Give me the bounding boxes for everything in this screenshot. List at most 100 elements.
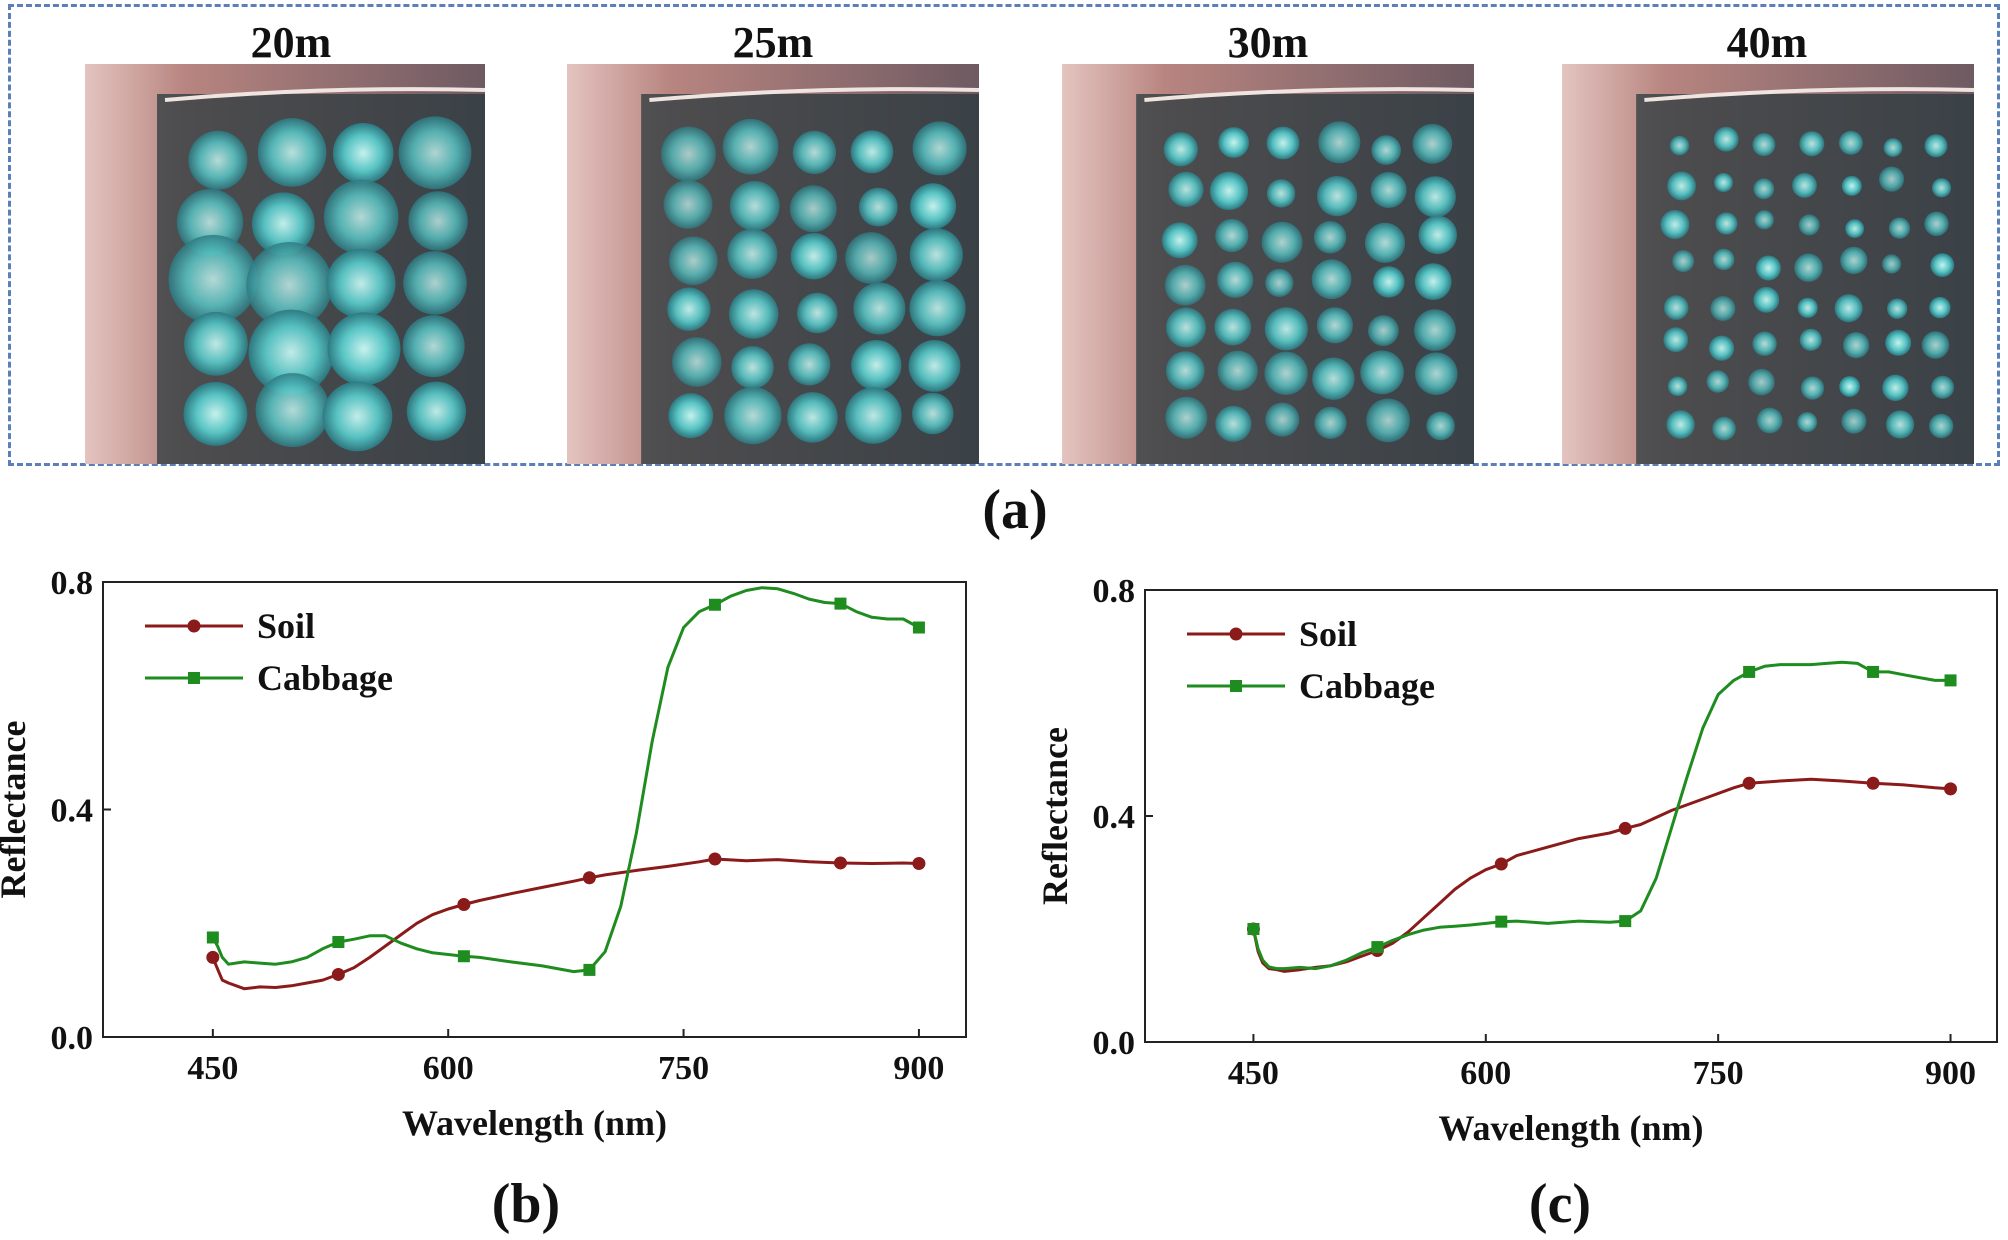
aerial-image-40m <box>1562 64 1974 464</box>
cabbage-plant <box>1924 134 1948 158</box>
cabbage-plant <box>912 121 967 176</box>
cabbage-plant <box>1921 331 1950 359</box>
y-axis-label: Reflectance <box>1035 727 1075 905</box>
legend-label-soil: Soil <box>1299 614 1357 654</box>
cabbage-plant <box>909 280 966 337</box>
cabbage-plant <box>663 180 713 229</box>
cabbage-plant <box>1373 266 1405 298</box>
cabbage-plant <box>322 381 393 452</box>
cabbage-plant <box>1667 171 1696 201</box>
altitude-label-30m: 30m <box>1227 18 1309 67</box>
image-panel: 20m 25m 30m 40m <box>8 4 2000 466</box>
cabbage-plant <box>1264 307 1308 351</box>
data-point-cabbage <box>1619 915 1632 928</box>
cabbage-plant <box>1317 176 1358 217</box>
reflectance-chart-c: 450 600 750 900 0.0 0.4 0.8 Wavelength (nm) Refl… <box>1035 573 1998 1148</box>
field-edge-line <box>1644 87 1974 102</box>
cabbage-plant <box>1834 294 1863 323</box>
cabbage-plant <box>403 251 467 315</box>
data-point-cabbage <box>708 598 721 611</box>
data-point-soil <box>1494 857 1508 871</box>
cabbage-plant <box>908 340 961 392</box>
cabbage-plant <box>1887 298 1908 319</box>
cabbage-plant <box>729 289 779 339</box>
cabbage-plant <box>1316 307 1353 344</box>
cabbage-plant <box>1663 327 1689 353</box>
cabbage-plant <box>1931 375 1955 399</box>
cabbage-plant <box>1217 350 1258 391</box>
cabbage-plant <box>1841 408 1867 434</box>
cabbage-plant <box>1709 335 1735 361</box>
cabbage-plant <box>1714 173 1733 192</box>
cabbage-plant <box>1163 132 1198 167</box>
cabbage-plant <box>1264 351 1308 395</box>
data-point-cabbage <box>1371 941 1384 954</box>
cabbage-plant <box>1931 178 1952 198</box>
cabbage-plant <box>1879 166 1905 192</box>
cabbage-plant <box>1318 121 1361 164</box>
legend-label-cabbage: Cabbage <box>1299 666 1435 706</box>
cabbage-plant <box>1209 171 1249 211</box>
data-point-cabbage <box>834 597 847 610</box>
y-tick-label: 0.8 <box>1093 573 1136 610</box>
cabbage-plant <box>1798 214 1820 236</box>
cabbage-plant <box>1414 263 1452 300</box>
legend-label-soil: Soil <box>257 606 315 646</box>
cabbage-plant <box>845 232 897 284</box>
cabbage-plant <box>1168 171 1204 207</box>
cabbage-plant <box>1218 127 1250 158</box>
cabbage-plant <box>248 309 334 395</box>
cabbage-plant <box>1165 351 1205 390</box>
plot-frame <box>102 581 967 1038</box>
data-point-soil <box>582 871 596 885</box>
cabbage-plant <box>327 312 401 386</box>
cabbage-plant <box>1843 332 1870 359</box>
data-point-cabbage <box>332 936 345 949</box>
cabbage-plant <box>1845 219 1865 239</box>
data-point-soil <box>912 857 926 871</box>
cabbage-plant <box>909 228 963 282</box>
plot-frame <box>1144 589 1998 1043</box>
reflectance-chart-b: 450 600 750 900 0.0 0.4 0.8 Wavelength (nm) Refl… <box>0 565 967 1143</box>
cabbage-plant <box>398 116 472 190</box>
cabbage-plant <box>1888 217 1911 239</box>
field-edge-line <box>649 87 979 102</box>
cabbage-plant <box>1799 131 1825 157</box>
cabbage-plant <box>251 192 315 256</box>
cabbage-plant <box>332 123 394 184</box>
cabbage-plant <box>183 382 248 446</box>
cabbage-plant <box>1370 172 1407 208</box>
cabbage-plant <box>788 343 831 386</box>
cabbage-plant <box>1748 368 1775 396</box>
legend-marker-cabbage <box>188 672 200 684</box>
cabbage-plant <box>323 179 399 255</box>
cabbage-plant <box>845 387 902 444</box>
cabbage-plant <box>1415 352 1458 396</box>
altitude-label-25m: 25m <box>732 18 814 67</box>
cabbage-plant <box>787 392 838 443</box>
cabbage-plant <box>1794 253 1823 282</box>
cabbage-plant <box>1753 178 1775 200</box>
legend-label-cabbage: Cabbage <box>257 658 393 698</box>
data-point-soil <box>1944 782 1958 796</box>
cabbage-plant <box>1360 350 1404 395</box>
cabbage-plant <box>1215 405 1252 442</box>
y-tick-label: 0.0 <box>51 1020 94 1057</box>
x-tick-label: 450 <box>187 1050 238 1087</box>
cabbage-plant <box>858 187 898 227</box>
cabbage-plant <box>1414 309 1456 351</box>
legend-marker-soil <box>187 619 201 633</box>
cabbage-plant <box>1882 254 1902 274</box>
cabbage-plant <box>1885 329 1912 356</box>
y-tick-label: 0.4 <box>51 793 94 830</box>
cabbage-plant <box>1715 212 1738 235</box>
data-point-cabbage <box>1867 665 1880 678</box>
data-point-cabbage <box>1743 665 1756 678</box>
data-point-cabbage <box>457 950 470 963</box>
cabbage-plant <box>1799 328 1822 351</box>
cabbage-plant <box>246 242 333 328</box>
y-axis-label: Reflectance <box>0 721 33 899</box>
cabbage-plant <box>1371 135 1401 165</box>
cabbage-plant <box>1930 253 1955 277</box>
altitude-label-20m: 20m <box>250 18 332 67</box>
